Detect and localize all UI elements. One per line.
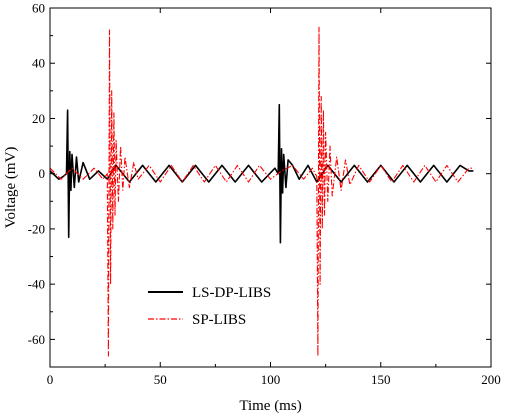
ticks-layer: 0 50 100 150 200 -60 -40 -20 0 20 40 60	[28, 1, 501, 388]
x-tick-label: 100	[261, 372, 281, 387]
series-line-ls-dp-libs	[49, 103, 474, 244]
y-tick-label: -60	[28, 332, 45, 347]
y-tick-label: 40	[32, 56, 45, 71]
plot-frame	[49, 7, 492, 368]
series-line-sp-libs	[49, 26, 474, 357]
y-axis-title: Voltage (mV)	[3, 147, 19, 229]
series-layer	[49, 26, 474, 357]
legend-label-sp-libs: SP-LIBS	[192, 312, 246, 328]
legend-label-ls-dp-libs: LS-DP-LIBS	[192, 285, 271, 301]
y-tick-label: -40	[28, 277, 45, 292]
x-tick-label: 150	[371, 372, 391, 387]
y-tick-label: -20	[28, 221, 45, 236]
legend: LS-DP-LIBS SP-LIBS	[148, 285, 271, 328]
x-tick-label: 50	[154, 372, 167, 387]
y-tick-label: 0	[39, 166, 46, 181]
y-tick-label: 60	[32, 1, 45, 16]
y-tick-label: 20	[32, 111, 45, 126]
x-tick-label: 200	[481, 372, 501, 387]
x-axis-title: Time (ms)	[239, 398, 301, 414]
x-tick-label: 0	[47, 372, 54, 387]
